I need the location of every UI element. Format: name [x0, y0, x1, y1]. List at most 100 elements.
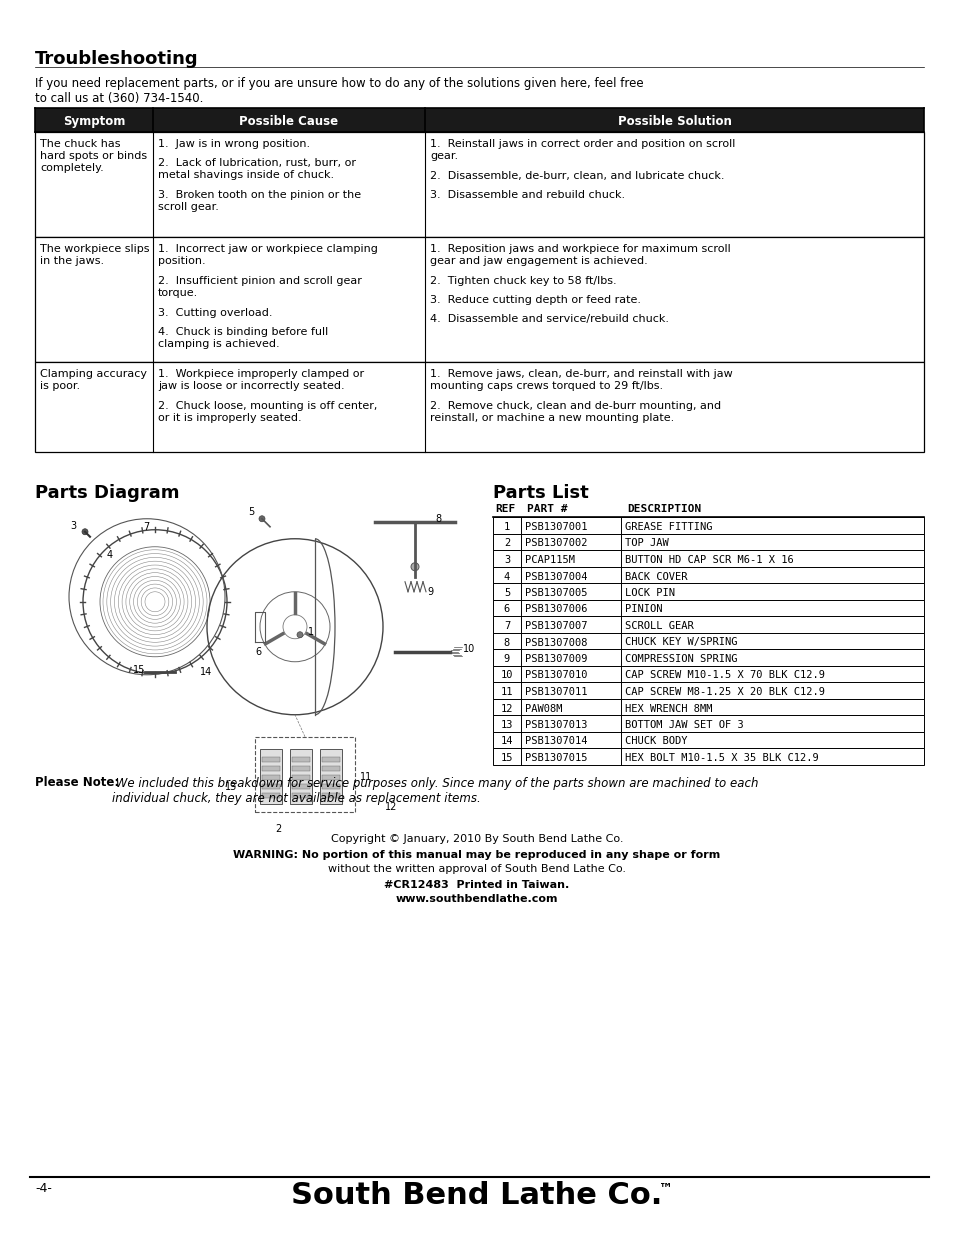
- Text: ™: ™: [659, 1181, 672, 1195]
- Bar: [493, 616, 923, 632]
- Text: COMPRESSION SPRING: COMPRESSION SPRING: [624, 655, 737, 664]
- Text: 4: 4: [107, 550, 113, 559]
- Text: #CR12483  Printed in Taiwan.: #CR12483 Printed in Taiwan.: [384, 879, 569, 889]
- Bar: [493, 748, 923, 764]
- Text: -4-: -4-: [35, 1182, 51, 1195]
- Text: GREASE FITTING: GREASE FITTING: [624, 522, 712, 532]
- Text: www.southbendlathe.com: www.southbendlathe.com: [395, 894, 558, 904]
- Bar: [493, 550, 923, 567]
- Text: Clamping accuracy
is poor.: Clamping accuracy is poor.: [40, 369, 147, 391]
- Text: 10: 10: [462, 643, 475, 653]
- Text: 6: 6: [503, 604, 510, 615]
- Bar: [493, 534, 923, 550]
- Bar: [292, 784, 310, 789]
- Text: PCAP115M: PCAP115M: [524, 555, 575, 564]
- Text: 3.  Broken tooth on the pinion or the
scroll gear.: 3. Broken tooth on the pinion or the scr…: [158, 190, 361, 212]
- Text: PART #: PART #: [526, 504, 567, 514]
- Text: PSB1307011: PSB1307011: [524, 687, 587, 697]
- Text: 1.  Jaw is in wrong position.: 1. Jaw is in wrong position.: [158, 140, 310, 149]
- Text: WARNING: No portion of this manual may be reproduced in any shape or form: WARNING: No portion of this manual may b…: [233, 850, 720, 860]
- Text: 14: 14: [200, 667, 212, 677]
- Text: 3.  Disassemble and rebuild chuck.: 3. Disassemble and rebuild chuck.: [430, 190, 624, 200]
- Text: 5: 5: [503, 588, 510, 598]
- Text: PSB1307006: PSB1307006: [524, 604, 587, 615]
- Text: PSB1307013: PSB1307013: [524, 720, 587, 730]
- Bar: [262, 757, 280, 762]
- Text: PSB1307004: PSB1307004: [524, 572, 587, 582]
- Text: 2: 2: [503, 538, 510, 548]
- Text: 2.  Lack of lubrication, rust, burr, or
metal shavings inside of chuck.: 2. Lack of lubrication, rust, burr, or m…: [158, 158, 355, 180]
- Text: 2.  Disassemble, de-burr, clean, and lubricate chuck.: 2. Disassemble, de-burr, clean, and lubr…: [430, 170, 723, 182]
- Text: 2.  Chuck loose, mounting is off center,
or it is improperly seated.: 2. Chuck loose, mounting is off center, …: [158, 401, 377, 424]
- Text: BACK COVER: BACK COVER: [624, 572, 687, 582]
- Bar: [319, 748, 341, 804]
- Text: 6: 6: [254, 647, 261, 657]
- Text: 3.  Reduce cutting depth or feed rate.: 3. Reduce cutting depth or feed rate.: [430, 295, 640, 305]
- Text: 11: 11: [359, 772, 372, 782]
- Text: PAW08M: PAW08M: [524, 704, 562, 714]
- Bar: [262, 784, 280, 789]
- Text: PSB1307010: PSB1307010: [524, 671, 587, 680]
- Text: TOP JAW: TOP JAW: [624, 538, 668, 548]
- Bar: [262, 766, 280, 771]
- Text: without the written approval of South Bend Lathe Co.: without the written approval of South Be…: [328, 864, 625, 874]
- Bar: [493, 517, 923, 534]
- Circle shape: [411, 563, 418, 571]
- Bar: [493, 699, 923, 715]
- Text: 10: 10: [500, 671, 513, 680]
- Text: HEX BOLT M10-1.5 X 35 BLK C12.9: HEX BOLT M10-1.5 X 35 BLK C12.9: [624, 753, 818, 763]
- Text: We included this breakdown for service purposes only. Since many of the parts sh: We included this breakdown for service p…: [112, 777, 758, 805]
- Text: The workpiece slips
in the jaws.: The workpiece slips in the jaws.: [40, 245, 150, 266]
- Text: DESCRIPTION: DESCRIPTION: [626, 504, 700, 514]
- Text: CHUCK KEY W/SPRING: CHUCK KEY W/SPRING: [624, 637, 737, 647]
- Text: 4.  Disassemble and service/rebuild chuck.: 4. Disassemble and service/rebuild chuck…: [430, 314, 668, 324]
- Bar: [262, 793, 280, 798]
- Text: PSB1307014: PSB1307014: [524, 736, 587, 746]
- Bar: [322, 766, 339, 771]
- Bar: [493, 632, 923, 650]
- Circle shape: [296, 632, 303, 637]
- Text: REF: REF: [495, 504, 515, 514]
- Bar: [493, 731, 923, 748]
- Bar: [262, 774, 280, 779]
- Text: PSB1307005: PSB1307005: [524, 588, 587, 598]
- Text: CAP SCREW M10-1.5 X 70 BLK C12.9: CAP SCREW M10-1.5 X 70 BLK C12.9: [624, 671, 824, 680]
- Text: 1.  Remove jaws, clean, de-burr, and reinstall with jaw
mounting caps crews torq: 1. Remove jaws, clean, de-burr, and rein…: [430, 369, 732, 391]
- Text: PSB1307001: PSB1307001: [524, 522, 587, 532]
- Bar: [493, 715, 923, 731]
- Bar: [35, 362, 923, 452]
- Text: 1.  Incorrect jaw or workpiece clamping
position.: 1. Incorrect jaw or workpiece clamping p…: [158, 245, 377, 266]
- Circle shape: [82, 529, 88, 535]
- Text: 4: 4: [503, 572, 510, 582]
- Text: 15: 15: [500, 753, 513, 763]
- Bar: [493, 583, 923, 599]
- Bar: [35, 107, 923, 132]
- Text: HEX WRENCH 8MM: HEX WRENCH 8MM: [624, 704, 712, 714]
- Bar: [322, 784, 339, 789]
- Text: 9: 9: [503, 655, 510, 664]
- Text: PSB1307008: PSB1307008: [524, 637, 587, 647]
- Bar: [292, 766, 310, 771]
- Bar: [35, 132, 923, 237]
- Text: 8: 8: [435, 514, 440, 524]
- Text: 1.  Workpiece improperly clamped or
jaw is loose or incorrectly seated.: 1. Workpiece improperly clamped or jaw i…: [158, 369, 364, 391]
- Text: 3.  Cutting overload.: 3. Cutting overload.: [158, 308, 273, 317]
- Text: Troubleshooting: Troubleshooting: [35, 49, 198, 68]
- Text: Copyright © January, 2010 By South Bend Lathe Co.: Copyright © January, 2010 By South Bend …: [331, 835, 622, 845]
- Text: 3: 3: [70, 521, 76, 531]
- Text: SCROLL GEAR: SCROLL GEAR: [624, 621, 693, 631]
- Text: BOTTOM JAW SET OF 3: BOTTOM JAW SET OF 3: [624, 720, 743, 730]
- Text: to call us at (360) 734-1540.: to call us at (360) 734-1540.: [35, 91, 203, 105]
- Text: 15: 15: [132, 664, 145, 674]
- Text: Please Note:: Please Note:: [35, 777, 119, 789]
- Text: 1: 1: [308, 626, 314, 637]
- Text: 13: 13: [500, 720, 513, 730]
- Bar: [254, 737, 355, 811]
- Bar: [493, 682, 923, 699]
- Bar: [292, 757, 310, 762]
- Bar: [260, 748, 282, 804]
- Text: 2.  Insufficient pinion and scroll gear
torque.: 2. Insufficient pinion and scroll gear t…: [158, 275, 361, 298]
- Text: 9: 9: [427, 587, 433, 597]
- Text: LOCK PIN: LOCK PIN: [624, 588, 675, 598]
- Text: PSB1307009: PSB1307009: [524, 655, 587, 664]
